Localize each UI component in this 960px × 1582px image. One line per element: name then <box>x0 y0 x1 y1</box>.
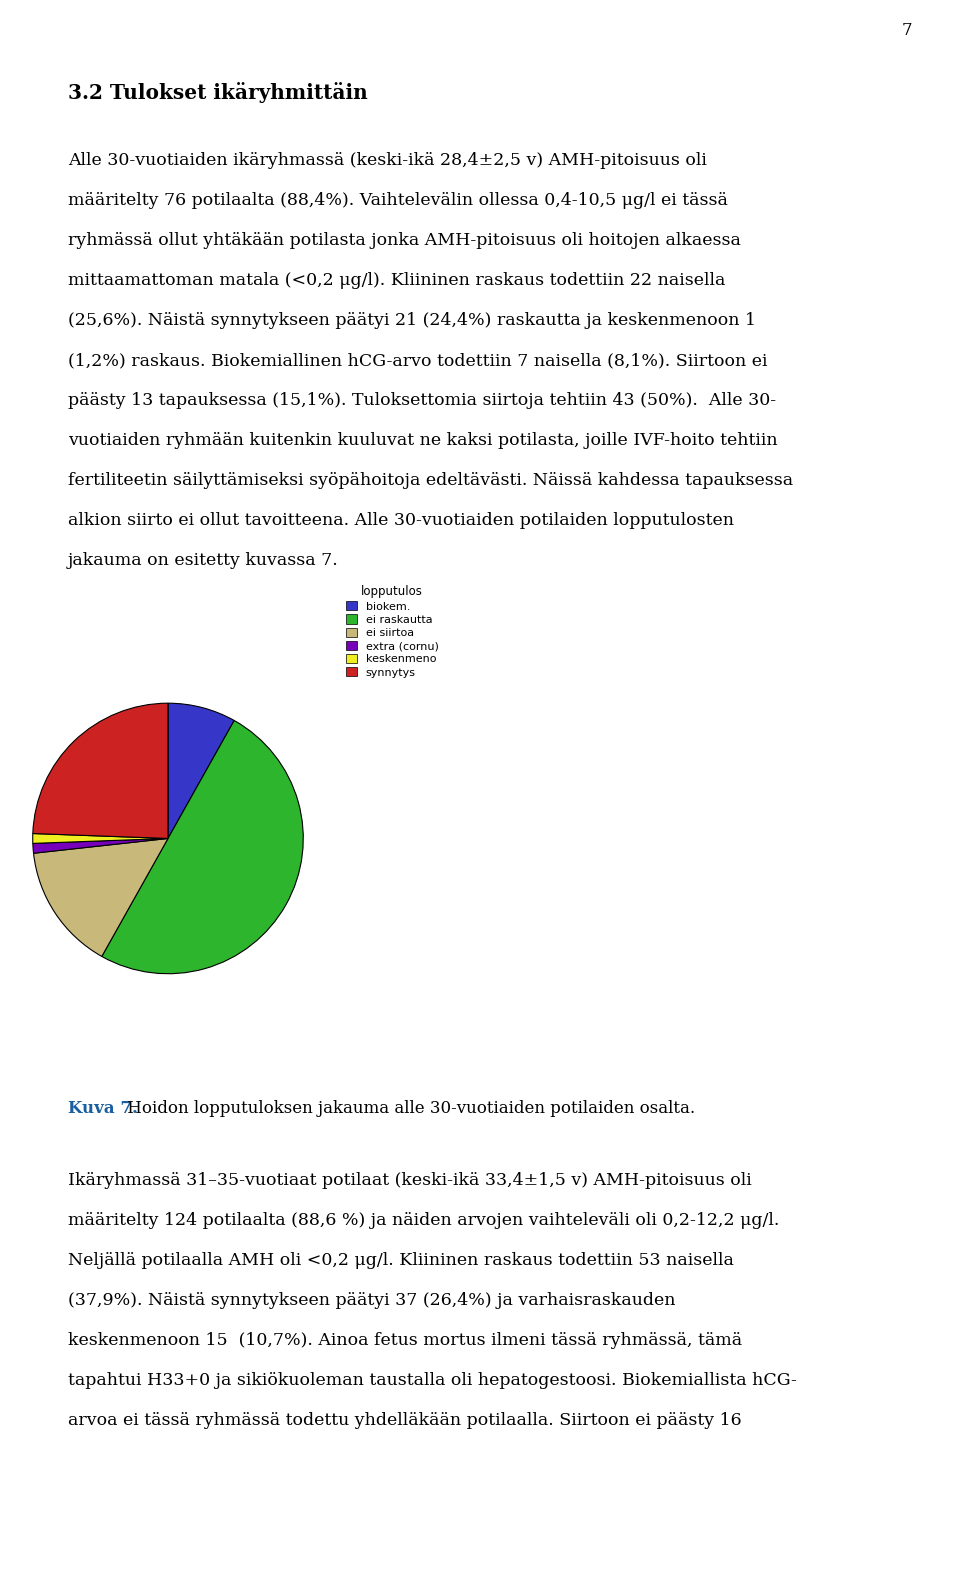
Text: Kuva 7.: Kuva 7. <box>68 1099 138 1117</box>
Text: fertiliteetin säilyttämiseksi syöpähoitoja edeltävästi. Näissä kahdessa tapaukse: fertiliteetin säilyttämiseksi syöpähoito… <box>68 471 793 489</box>
Text: jakauma on esitetty kuvassa 7.: jakauma on esitetty kuvassa 7. <box>68 552 339 570</box>
Legend: biokem., ei raskautta, ei siirtoa, extra (cornu), keskenmeno, synnytys: biokem., ei raskautta, ei siirtoa, extra… <box>346 585 439 677</box>
Text: 3.2 Tulokset ikäryhmittäin: 3.2 Tulokset ikäryhmittäin <box>68 82 368 103</box>
Text: tapahtui H33+0 ja sikiökuoleman taustalla oli hepatogestoosi. Biokemiallista hCG: tapahtui H33+0 ja sikiökuoleman taustall… <box>68 1372 797 1389</box>
Text: määritelty 76 potilaalta (88,4%). Vaihtelevälin ollessa 0,4-10,5 μg/l ei tässä: määritelty 76 potilaalta (88,4%). Vaihte… <box>68 191 728 209</box>
Text: vuotiaiden ryhmään kuitenkin kuuluvat ne kaksi potilasta, joille IVF-hoito tehti: vuotiaiden ryhmään kuitenkin kuuluvat ne… <box>68 432 778 449</box>
Wedge shape <box>168 702 234 838</box>
Text: Alle 30-vuotiaiden ikäryhmassä (keski-ikä 28,4±2,5 v) AMH-pitoisuus oli: Alle 30-vuotiaiden ikäryhmassä (keski-ik… <box>68 152 707 169</box>
Text: (25,6%). Näistä synnytykseen päätyi 21 (24,4%) raskautta ja keskenmenoon 1: (25,6%). Näistä synnytykseen päätyi 21 (… <box>68 312 756 329</box>
Wedge shape <box>33 702 168 838</box>
Text: 7: 7 <box>901 22 912 40</box>
Text: keskenmenoon 15  (10,7%). Ainoa fetus mortus ilmeni tässä ryhmässä, tämä: keskenmenoon 15 (10,7%). Ainoa fetus mor… <box>68 1332 742 1349</box>
Text: Neljällä potilaalla AMH oli <0,2 μg/l. Kliininen raskaus todettiin 53 naisella: Neljällä potilaalla AMH oli <0,2 μg/l. K… <box>68 1251 733 1269</box>
Text: (37,9%). Näistä synnytykseen päätyi 37 (26,4%) ja varhaisraskauden: (37,9%). Näistä synnytykseen päätyi 37 (… <box>68 1292 676 1308</box>
Text: alkion siirto ei ollut tavoitteena. Alle 30-vuotiaiden potilaiden lopputulosten: alkion siirto ei ollut tavoitteena. Alle… <box>68 513 734 528</box>
Text: päästy 13 tapauksessa (15,1%). Tuloksettomia siirtoja tehtiin 43 (50%).  Alle 30: päästy 13 tapauksessa (15,1%). Tuloksett… <box>68 392 776 410</box>
Text: määritelty 124 potilaalta (88,6 %) ja näiden arvojen vaihteleväli oli 0,2-12,2 μ: määritelty 124 potilaalta (88,6 %) ja nä… <box>68 1212 780 1229</box>
Wedge shape <box>34 838 168 957</box>
Text: arvoa ei tässä ryhmässä todettu yhdelläkään potilaalla. Siirtoon ei päästy 16: arvoa ei tässä ryhmässä todettu yhdelläk… <box>68 1413 742 1429</box>
Text: ryhmässä ollut yhtäkään potilasta jonka AMH-pitoisuus oli hoitojen alkaessa: ryhmässä ollut yhtäkään potilasta jonka … <box>68 233 741 248</box>
Text: Hoidon lopputuloksen jakauma alle 30-vuotiaiden potilaiden osalta.: Hoidon lopputuloksen jakauma alle 30-vuo… <box>122 1099 695 1117</box>
Wedge shape <box>102 720 303 975</box>
Wedge shape <box>33 838 168 853</box>
Text: Ikäryhmassä 31–35-vuotiaat potilaat (keski-ikä 33,4±1,5 v) AMH-pitoisuus oli: Ikäryhmassä 31–35-vuotiaat potilaat (kes… <box>68 1172 752 1190</box>
Wedge shape <box>33 834 168 843</box>
Text: (1,2%) raskaus. Biokemiallinen hCG-arvo todettiin 7 naisella (8,1%). Siirtoon ei: (1,2%) raskaus. Biokemiallinen hCG-arvo … <box>68 353 767 369</box>
Text: mittaamattoman matala (<0,2 μg/l). Kliininen raskaus todettiin 22 naisella: mittaamattoman matala (<0,2 μg/l). Kliin… <box>68 272 726 290</box>
